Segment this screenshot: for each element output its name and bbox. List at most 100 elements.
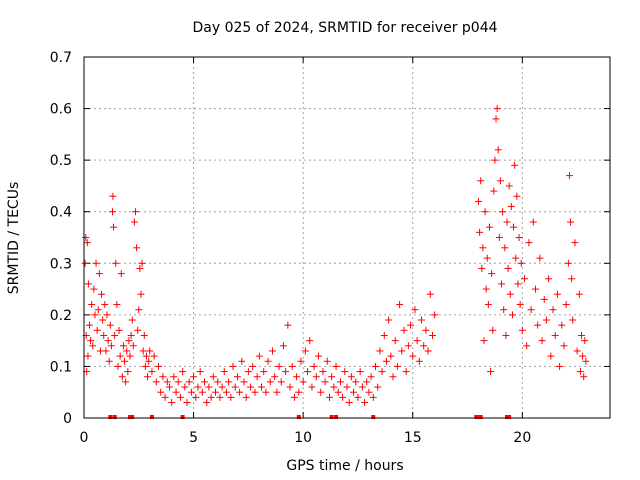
data-point <box>282 368 290 376</box>
data-point <box>170 373 178 381</box>
data-point <box>286 383 294 391</box>
data-point <box>516 301 524 309</box>
data-point <box>581 337 589 345</box>
data-point <box>136 264 144 272</box>
data-point <box>485 223 493 231</box>
data-point <box>573 347 581 355</box>
data-point <box>133 244 141 252</box>
data-point <box>510 223 518 231</box>
data-point <box>529 218 537 226</box>
data-point <box>310 362 318 370</box>
data-point <box>480 337 488 345</box>
data-point <box>308 383 316 391</box>
data-point <box>268 347 276 355</box>
data-point <box>330 383 338 391</box>
data-point <box>579 352 587 360</box>
data-point <box>127 331 135 339</box>
data-point <box>225 378 233 386</box>
data-point <box>88 301 96 309</box>
data-point <box>420 342 428 350</box>
data-point <box>361 399 369 407</box>
data-point <box>345 399 353 407</box>
data-point <box>478 264 486 272</box>
baseline-marker <box>128 415 133 419</box>
data-point <box>477 177 485 185</box>
data-point <box>411 306 419 314</box>
data-point <box>172 388 180 396</box>
data-point <box>517 259 525 267</box>
data-point <box>500 306 508 314</box>
data-point <box>479 244 487 252</box>
baseline-marker <box>474 415 479 419</box>
data-point <box>214 378 222 386</box>
data-point <box>290 393 298 401</box>
data-point <box>231 383 239 391</box>
data-point <box>279 342 287 350</box>
data-point <box>146 347 154 355</box>
data-point <box>380 331 388 339</box>
data-point <box>227 393 235 401</box>
data-point <box>134 326 142 334</box>
data-point <box>107 342 115 350</box>
data-point <box>393 362 401 370</box>
data-point <box>374 383 382 391</box>
baseline-marker <box>180 415 185 419</box>
data-point <box>94 306 102 314</box>
data-point <box>115 326 123 334</box>
data-point <box>185 378 193 386</box>
y-axis-label: SRMTID / TECUs <box>6 182 22 295</box>
data-point <box>84 352 92 360</box>
data-point <box>236 388 244 396</box>
data-point <box>126 352 134 360</box>
data-point <box>334 388 342 396</box>
baseline-marker <box>507 415 512 419</box>
data-point <box>90 285 98 293</box>
data-point <box>536 254 544 262</box>
data-point <box>487 368 495 376</box>
data-point <box>490 187 498 195</box>
data-point <box>220 368 228 376</box>
data-point <box>319 368 327 376</box>
data-point <box>119 342 127 350</box>
data-point <box>317 388 325 396</box>
data-point <box>489 326 497 334</box>
data-point <box>103 311 111 319</box>
x-tick-label: 5 <box>189 430 198 446</box>
data-point <box>255 352 263 360</box>
data-point <box>273 388 281 396</box>
data-point <box>140 331 148 339</box>
data-point <box>212 388 219 396</box>
data-point <box>284 321 292 329</box>
data-point <box>155 362 163 370</box>
data-point <box>101 301 109 309</box>
data-point <box>336 378 344 386</box>
data-point <box>513 192 521 200</box>
data-point <box>328 373 336 381</box>
baseline-marker <box>478 415 483 419</box>
data-point <box>242 393 250 401</box>
data-point <box>343 383 351 391</box>
data-point <box>407 321 415 329</box>
data-point <box>176 393 184 401</box>
x-axis-label: GPS time / hours <box>286 458 403 474</box>
baseline-marker <box>296 415 301 419</box>
data-point <box>121 357 129 365</box>
y-tick-label: 0.4 <box>50 205 72 221</box>
data-point <box>98 290 106 298</box>
data-point <box>113 301 121 309</box>
data-point <box>112 259 120 267</box>
data-point <box>93 326 101 334</box>
data-point <box>315 352 323 360</box>
data-point <box>99 316 107 324</box>
data-point <box>415 357 423 365</box>
y-tick-label: 0.6 <box>50 102 72 118</box>
data-point <box>512 254 520 262</box>
data-point <box>426 290 434 298</box>
data-point <box>161 393 169 401</box>
data-point <box>187 388 195 396</box>
data-point <box>229 362 237 370</box>
grid-lines <box>84 57 610 418</box>
data-point <box>365 388 373 396</box>
baseline-markers <box>108 415 512 419</box>
y-tick-label: 0.2 <box>50 308 72 324</box>
